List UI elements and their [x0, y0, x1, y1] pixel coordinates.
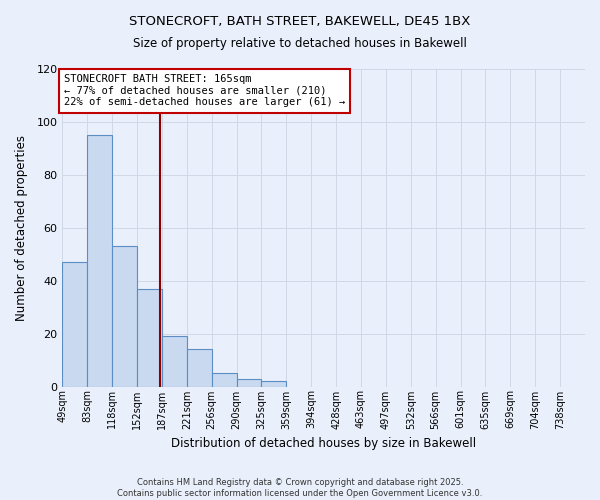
Bar	[262, 381, 286, 386]
Bar	[62, 262, 87, 386]
X-axis label: Distribution of detached houses by size in Bakewell: Distribution of detached houses by size …	[171, 437, 476, 450]
Bar	[236, 378, 262, 386]
Bar	[87, 135, 112, 386]
Y-axis label: Number of detached properties: Number of detached properties	[15, 135, 28, 321]
Bar	[137, 288, 162, 386]
Text: STONECROFT BATH STREET: 165sqm
← 77% of detached houses are smaller (210)
22% of: STONECROFT BATH STREET: 165sqm ← 77% of …	[64, 74, 345, 108]
Text: STONECROFT, BATH STREET, BAKEWELL, DE45 1BX: STONECROFT, BATH STREET, BAKEWELL, DE45 …	[130, 15, 470, 28]
Bar	[212, 374, 236, 386]
Text: Contains HM Land Registry data © Crown copyright and database right 2025.
Contai: Contains HM Land Registry data © Crown c…	[118, 478, 482, 498]
Text: Size of property relative to detached houses in Bakewell: Size of property relative to detached ho…	[133, 38, 467, 51]
Bar	[112, 246, 137, 386]
Bar	[187, 350, 212, 387]
Bar	[162, 336, 187, 386]
